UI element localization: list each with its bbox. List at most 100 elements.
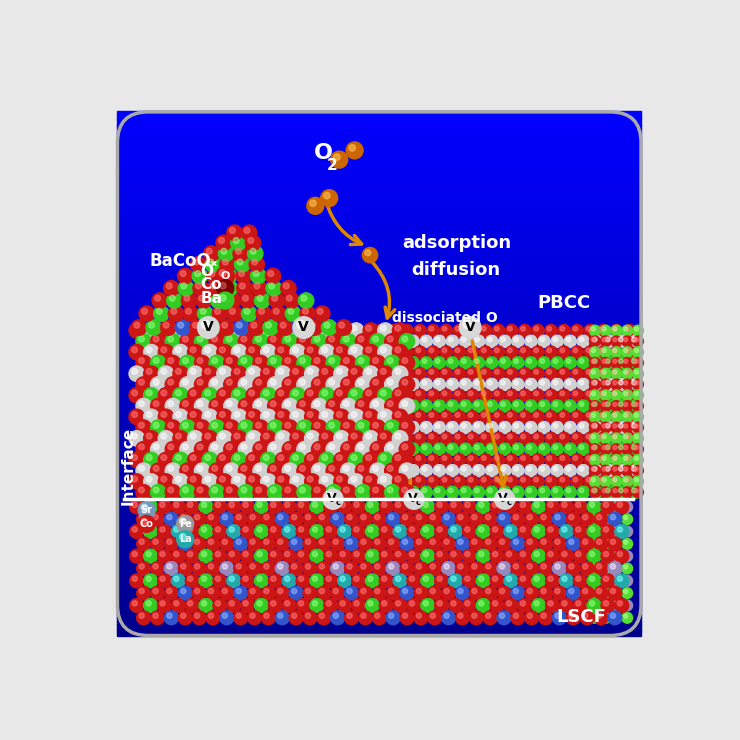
Circle shape	[213, 574, 226, 588]
Circle shape	[366, 599, 380, 613]
Circle shape	[501, 402, 505, 406]
Circle shape	[601, 574, 615, 588]
Circle shape	[602, 457, 606, 460]
Circle shape	[220, 537, 234, 551]
Circle shape	[458, 514, 463, 519]
Bar	[118, 310, 641, 314]
Circle shape	[514, 564, 519, 569]
Circle shape	[560, 369, 565, 374]
Circle shape	[263, 320, 278, 335]
Circle shape	[255, 401, 261, 407]
Circle shape	[611, 600, 622, 610]
Circle shape	[232, 409, 247, 425]
Circle shape	[427, 389, 440, 401]
Circle shape	[508, 477, 512, 482]
Circle shape	[591, 403, 596, 406]
Circle shape	[600, 369, 611, 379]
Circle shape	[511, 465, 524, 477]
Circle shape	[511, 610, 525, 625]
Circle shape	[519, 411, 531, 423]
Circle shape	[469, 512, 483, 526]
Circle shape	[180, 355, 195, 371]
Circle shape	[192, 537, 206, 551]
Circle shape	[602, 403, 606, 406]
Circle shape	[479, 551, 484, 556]
Circle shape	[212, 487, 218, 493]
Bar	[118, 485, 641, 489]
Circle shape	[173, 344, 188, 360]
Circle shape	[566, 488, 571, 493]
Bar	[118, 450, 641, 454]
Circle shape	[430, 564, 435, 569]
Circle shape	[605, 423, 610, 428]
Circle shape	[374, 389, 387, 401]
Circle shape	[492, 475, 505, 488]
Circle shape	[624, 457, 628, 460]
Circle shape	[602, 528, 606, 532]
Circle shape	[374, 539, 380, 545]
Circle shape	[602, 565, 606, 569]
Circle shape	[393, 525, 407, 539]
Circle shape	[269, 500, 282, 514]
Circle shape	[455, 326, 460, 331]
Circle shape	[180, 442, 195, 457]
Text: LSCF: LSCF	[556, 608, 606, 625]
Circle shape	[602, 488, 606, 493]
Circle shape	[440, 346, 452, 358]
Circle shape	[209, 613, 214, 619]
Circle shape	[602, 614, 606, 618]
Circle shape	[292, 613, 297, 619]
Circle shape	[172, 525, 185, 539]
Circle shape	[366, 500, 380, 514]
Circle shape	[430, 588, 435, 593]
Bar	[118, 377, 641, 380]
Circle shape	[232, 366, 247, 381]
Circle shape	[377, 413, 381, 417]
Circle shape	[219, 433, 225, 439]
Circle shape	[594, 610, 608, 625]
Circle shape	[590, 588, 600, 599]
Circle shape	[374, 368, 387, 380]
Circle shape	[453, 324, 465, 337]
Circle shape	[455, 413, 460, 417]
Circle shape	[468, 326, 473, 331]
Circle shape	[590, 357, 600, 369]
Circle shape	[440, 432, 452, 445]
Circle shape	[504, 574, 518, 588]
Circle shape	[164, 280, 179, 296]
Circle shape	[321, 320, 337, 335]
Circle shape	[466, 454, 479, 466]
Circle shape	[619, 359, 623, 363]
Circle shape	[566, 445, 571, 450]
Circle shape	[573, 434, 578, 439]
Circle shape	[613, 540, 617, 545]
Circle shape	[166, 514, 172, 519]
Circle shape	[374, 411, 387, 423]
Circle shape	[468, 434, 473, 439]
Circle shape	[514, 445, 519, 450]
Circle shape	[240, 283, 245, 289]
Circle shape	[386, 610, 400, 625]
Circle shape	[624, 528, 628, 532]
Circle shape	[584, 411, 596, 423]
Circle shape	[226, 225, 242, 241]
Circle shape	[633, 465, 643, 476]
Circle shape	[460, 443, 471, 455]
Circle shape	[160, 527, 165, 532]
Circle shape	[500, 539, 505, 545]
Circle shape	[611, 563, 622, 574]
Bar	[118, 467, 641, 471]
Circle shape	[402, 401, 408, 407]
Circle shape	[407, 492, 415, 500]
Circle shape	[493, 551, 498, 556]
Circle shape	[290, 474, 306, 489]
Circle shape	[519, 324, 531, 337]
Circle shape	[611, 347, 622, 357]
Circle shape	[597, 389, 610, 401]
Circle shape	[269, 293, 285, 309]
Bar	[118, 352, 641, 356]
Circle shape	[263, 369, 269, 374]
Circle shape	[600, 411, 611, 423]
Circle shape	[455, 434, 460, 439]
Circle shape	[422, 380, 427, 385]
